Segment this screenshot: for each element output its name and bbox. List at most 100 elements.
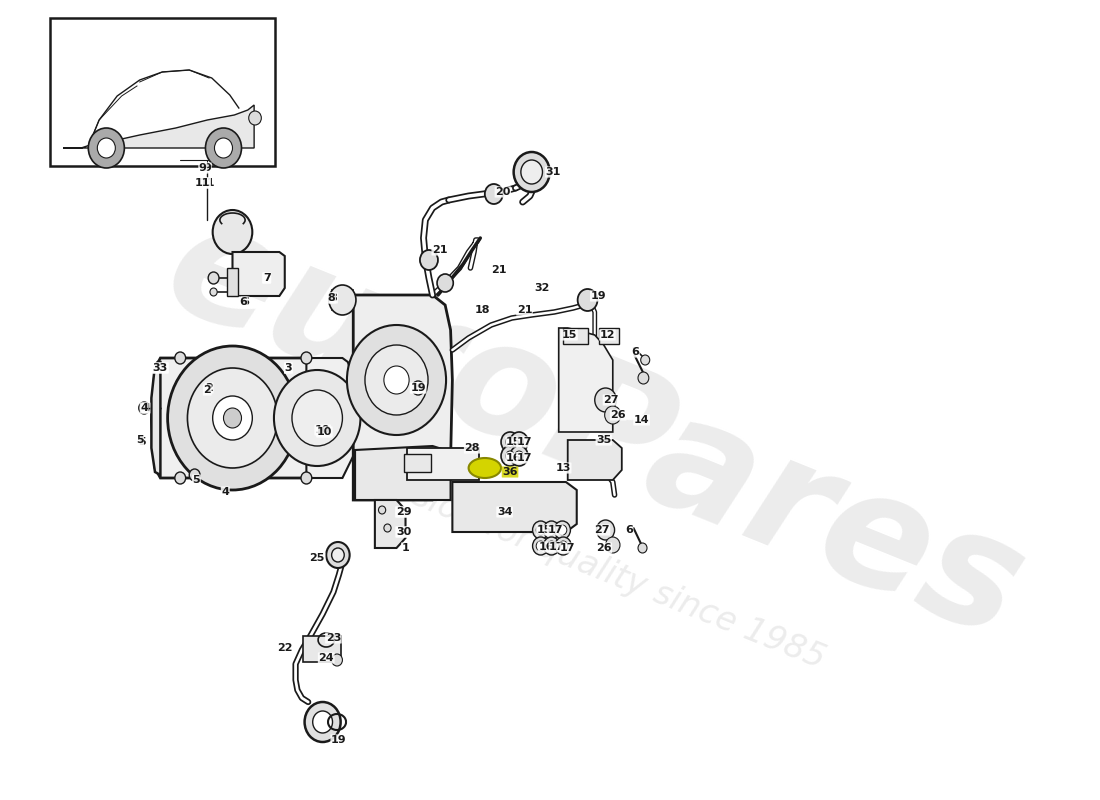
Text: 8: 8 — [328, 293, 336, 303]
Circle shape — [189, 469, 200, 481]
Circle shape — [139, 402, 150, 414]
Text: 22: 22 — [277, 643, 293, 653]
Text: 36: 36 — [503, 467, 518, 477]
Bar — [563, 328, 589, 344]
Text: 25: 25 — [309, 553, 324, 563]
Polygon shape — [152, 362, 161, 475]
Text: 30: 30 — [396, 527, 411, 537]
Text: 4: 4 — [142, 403, 150, 413]
Text: 20: 20 — [495, 187, 510, 197]
Text: 5: 5 — [136, 435, 143, 445]
Text: 9: 9 — [204, 163, 211, 173]
Text: 3: 3 — [285, 363, 293, 373]
Text: 28: 28 — [464, 443, 480, 453]
Circle shape — [329, 285, 356, 315]
Polygon shape — [568, 440, 622, 480]
Circle shape — [249, 111, 262, 125]
Text: 17: 17 — [548, 525, 563, 535]
Text: 26: 26 — [610, 410, 626, 420]
Text: 18: 18 — [474, 305, 490, 315]
Text: 19: 19 — [331, 735, 346, 745]
Text: 11: 11 — [195, 178, 210, 188]
Text: 15: 15 — [562, 330, 578, 340]
Circle shape — [515, 437, 524, 447]
Polygon shape — [375, 500, 406, 548]
Circle shape — [206, 128, 242, 168]
Polygon shape — [63, 105, 254, 148]
Text: 23: 23 — [326, 633, 341, 643]
Circle shape — [638, 543, 647, 553]
Text: 27: 27 — [603, 395, 618, 405]
Circle shape — [638, 372, 649, 384]
Text: 21: 21 — [432, 245, 448, 255]
Circle shape — [500, 432, 519, 452]
Ellipse shape — [469, 458, 500, 478]
Circle shape — [485, 184, 503, 204]
Circle shape — [411, 381, 425, 395]
Circle shape — [640, 355, 650, 365]
Text: 6: 6 — [240, 297, 248, 307]
Text: 10: 10 — [317, 427, 332, 437]
Circle shape — [596, 520, 615, 540]
Circle shape — [547, 541, 556, 551]
Bar — [302, 636, 341, 662]
Circle shape — [536, 525, 546, 535]
Circle shape — [292, 390, 342, 446]
Polygon shape — [355, 446, 451, 500]
Text: 5: 5 — [192, 475, 200, 485]
Circle shape — [384, 524, 392, 532]
Text: 10: 10 — [315, 425, 330, 435]
Circle shape — [331, 548, 344, 562]
Text: 33: 33 — [153, 363, 168, 373]
Text: 6: 6 — [631, 347, 639, 357]
Text: 27: 27 — [594, 525, 609, 535]
Circle shape — [223, 408, 242, 428]
Text: 2: 2 — [204, 385, 211, 395]
Text: 30: 30 — [396, 527, 411, 537]
Circle shape — [327, 542, 350, 568]
Text: 21: 21 — [492, 265, 507, 275]
Circle shape — [595, 388, 616, 412]
Circle shape — [547, 525, 556, 535]
Text: euroPares: euroPares — [145, 188, 1045, 672]
Circle shape — [208, 272, 219, 284]
Text: 8: 8 — [330, 293, 338, 303]
Circle shape — [305, 702, 341, 742]
Text: 6: 6 — [241, 297, 249, 307]
Text: 14: 14 — [634, 415, 649, 425]
Text: 6: 6 — [625, 525, 632, 535]
Circle shape — [97, 138, 116, 158]
Text: 16: 16 — [506, 453, 521, 463]
Circle shape — [274, 370, 361, 466]
Text: 15: 15 — [537, 525, 552, 535]
Text: 1: 1 — [402, 543, 409, 553]
Text: 16: 16 — [538, 542, 554, 552]
Text: 4: 4 — [221, 487, 229, 497]
Circle shape — [187, 368, 277, 468]
Text: 2: 2 — [206, 383, 213, 393]
Circle shape — [506, 437, 515, 447]
Text: 5: 5 — [139, 437, 146, 447]
Text: 9: 9 — [199, 163, 207, 173]
Circle shape — [506, 451, 515, 461]
Polygon shape — [559, 328, 613, 432]
Polygon shape — [331, 290, 353, 310]
Text: 29: 29 — [396, 507, 411, 517]
Text: 26: 26 — [596, 543, 612, 553]
Circle shape — [301, 472, 311, 484]
Circle shape — [559, 541, 568, 551]
Circle shape — [510, 446, 528, 466]
Circle shape — [312, 711, 332, 733]
Text: 3: 3 — [285, 363, 293, 373]
Circle shape — [558, 525, 566, 535]
Text: a passion for quality since 1985: a passion for quality since 1985 — [323, 445, 829, 675]
Circle shape — [331, 654, 342, 666]
Circle shape — [210, 288, 217, 296]
Circle shape — [554, 521, 571, 539]
Bar — [50, 18, 275, 166]
Circle shape — [437, 274, 453, 292]
Text: 13: 13 — [556, 463, 571, 473]
Text: 24: 24 — [318, 653, 334, 663]
Text: 17: 17 — [517, 453, 532, 463]
Circle shape — [420, 250, 438, 270]
